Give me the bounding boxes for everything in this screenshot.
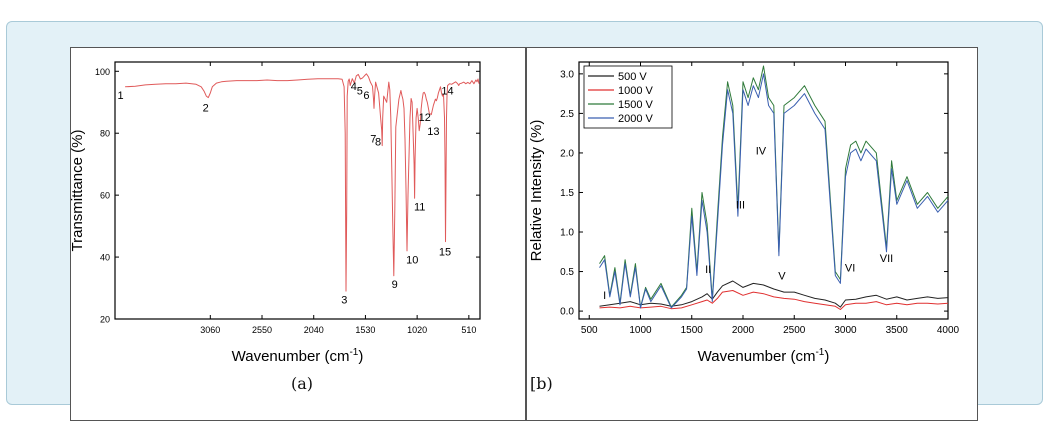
y-tick-label: 2.0 [560,148,574,159]
peak-label: 3 [341,295,347,307]
peak-label: II [705,264,711,276]
y-tick-label: 100 [95,67,110,77]
x-tick-label: 3000 [834,325,857,336]
legend-label: 1500 V [618,99,654,111]
y-tick-label: 1.0 [560,228,574,239]
peak-label: 13 [427,126,439,138]
peak-label: 8 [375,137,381,149]
peak-label: 1 [118,90,124,102]
x-axis-label: Wavenumber (cm-1) [698,347,830,365]
x-tick-label: 1500 [681,325,704,336]
series-line-a [125,73,480,292]
y-tick-label: 0.5 [560,267,574,278]
y-tick-label: 80 [100,129,110,139]
x-tick-label: 1000 [629,325,652,336]
x-tick-label: 1020 [407,325,427,335]
x-tick-label: 510 [461,325,476,335]
x-tick-label: 500 [581,325,598,336]
panel-b-caption: [b) [530,374,553,393]
legend-label: 2000 V [618,113,654,125]
peak-label: 7 [370,134,376,146]
chart-b: 500 1000 1500 2000 2500 3000 3500 4000 0.0 0.5 1.0… [528,61,960,365]
y-tick-label: 20 [100,315,110,325]
legend-label: 1000 V [618,85,654,97]
peak-label: 10 [406,254,418,266]
y-tick-label: 3.0 [560,69,574,80]
x-tick-label: 3060 [200,325,220,335]
peak-label: IV [756,146,767,158]
peak-label: 11 [414,202,425,214]
peak-label: 9 [392,279,398,291]
peak-label: VI [845,263,855,275]
y-tick-label: 60 [100,191,110,201]
x-tick-label: 2500 [783,325,806,336]
peak-label: III [736,199,745,211]
y-tick-label: 40 [100,253,110,263]
plot-area-b [578,61,949,320]
series-line-500-v [599,280,949,308]
peak-label: 14 [441,86,453,98]
x-axis-label: Wavenumber (cm-1) [232,347,364,365]
x-tick-label: 2040 [304,325,324,335]
peak-label: 15 [439,247,451,259]
x-tick-label: 4000 [937,325,960,336]
y-axis-label: Transmittance (%) [69,130,86,252]
panel-a-caption: (a) [291,374,314,393]
plot-area-a [114,61,481,320]
peak-label: 6 [363,90,369,102]
panel-a [70,47,526,421]
y-tick-label: 2.5 [560,109,574,120]
peak-label: 5 [357,86,363,98]
x-tick-label: 2000 [732,325,755,336]
peak-label: VII [880,253,893,265]
y-axis-label: Relative Intensity (%) [528,120,545,262]
x-tick-label: 3500 [886,325,909,336]
series-line-2000-v [599,73,949,309]
peak-label: 2 [203,103,209,115]
peak-label: 4 [351,81,357,93]
y-tick-label: 1.5 [560,188,574,199]
series-line-1000-v [599,290,949,310]
x-tick-label: 2550 [252,325,272,335]
legend-label: 500 V [618,71,647,83]
peak-label: V [778,270,786,282]
peak-label: 12 [419,112,431,124]
x-tick-label: 1530 [355,325,375,335]
peak-label: I [603,290,606,302]
y-tick-label: 0.0 [560,307,574,318]
